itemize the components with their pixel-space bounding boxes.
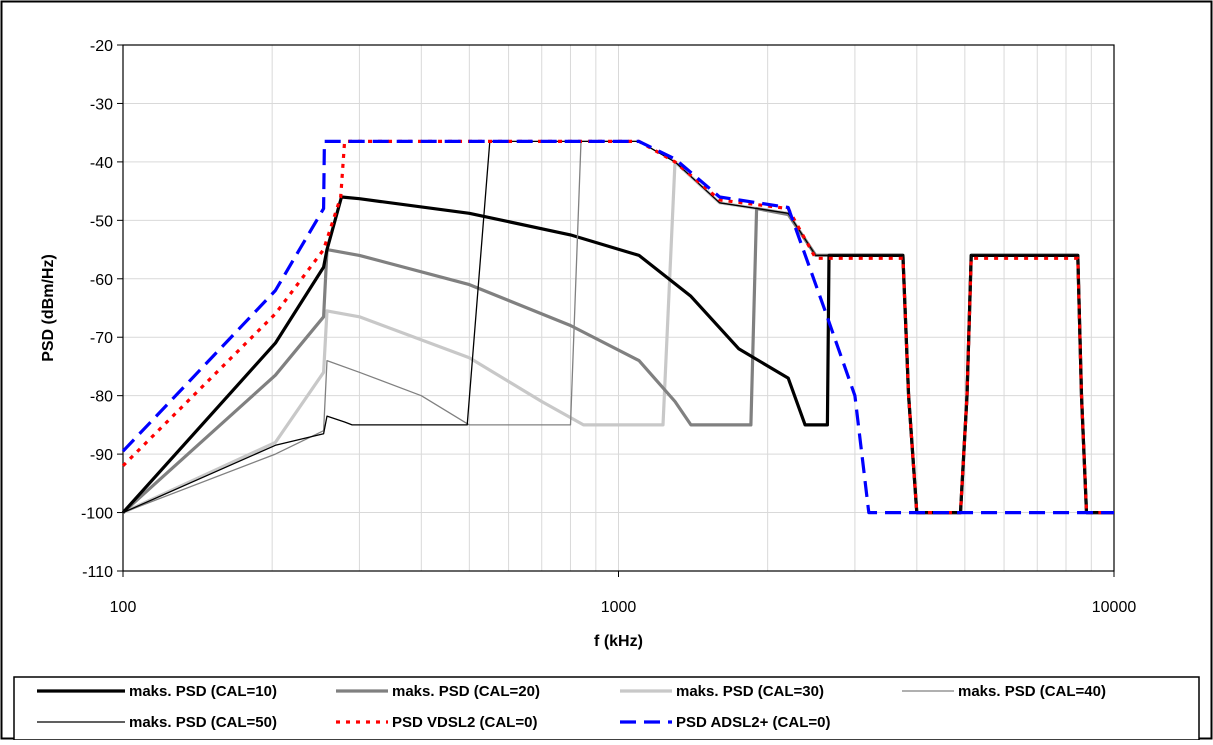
legend-label-7: PSD ADSL2+ (CAL=0) (676, 714, 830, 731)
series-line-6 (121, 139, 1114, 515)
y-axis-title: PSD (dBm/Hz) (40, 254, 57, 362)
legend-label-3: maks. PSD (CAL=30) (676, 683, 824, 700)
y-tick-label: -20 (90, 38, 113, 55)
y-tick-label: -60 (90, 272, 113, 289)
y-tick-label: -70 (90, 330, 113, 347)
x-tick-label: 100 (110, 599, 137, 616)
legend-label-6: PSD VDSL2 (CAL=0) (392, 714, 537, 731)
legend: maks. PSD (CAL=10) maks. PSD (CAL=20) maks… (13, 676, 1200, 741)
y-tick-label: -40 (90, 155, 113, 172)
x-axis-ticks: 100 1000 10000 (110, 571, 1137, 616)
legend-label-5: maks. PSD (CAL=50) (129, 714, 277, 731)
series-line-7 (121, 139, 1114, 515)
y-tick-label: -90 (90, 447, 113, 464)
legend-label-2: maks. PSD (CAL=20) (392, 683, 540, 700)
y-tick-label: -50 (90, 213, 113, 230)
series-line-5 (122, 140, 1114, 514)
grid (122, 44, 1115, 572)
y-axis-ticks: -20 -30 -40 -50 -60 -70 -80 -90 -100 -110 (81, 38, 123, 581)
y-tick-label: -80 (90, 389, 113, 406)
legend-label-1: maks. PSD (CAL=10) (129, 683, 277, 700)
x-tick-label: 1000 (601, 599, 637, 616)
series-group (121, 139, 1114, 515)
x-axis-title: f (kHz) (594, 633, 643, 650)
y-tick-label: -100 (81, 506, 113, 523)
x-tick-label: 10000 (1092, 599, 1137, 616)
y-tick-label: -110 (82, 564, 113, 581)
legend-box (13, 676, 1200, 741)
y-tick-label: -30 (90, 96, 113, 113)
legend-label-4: maks. PSD (CAL=40) (958, 683, 1106, 700)
